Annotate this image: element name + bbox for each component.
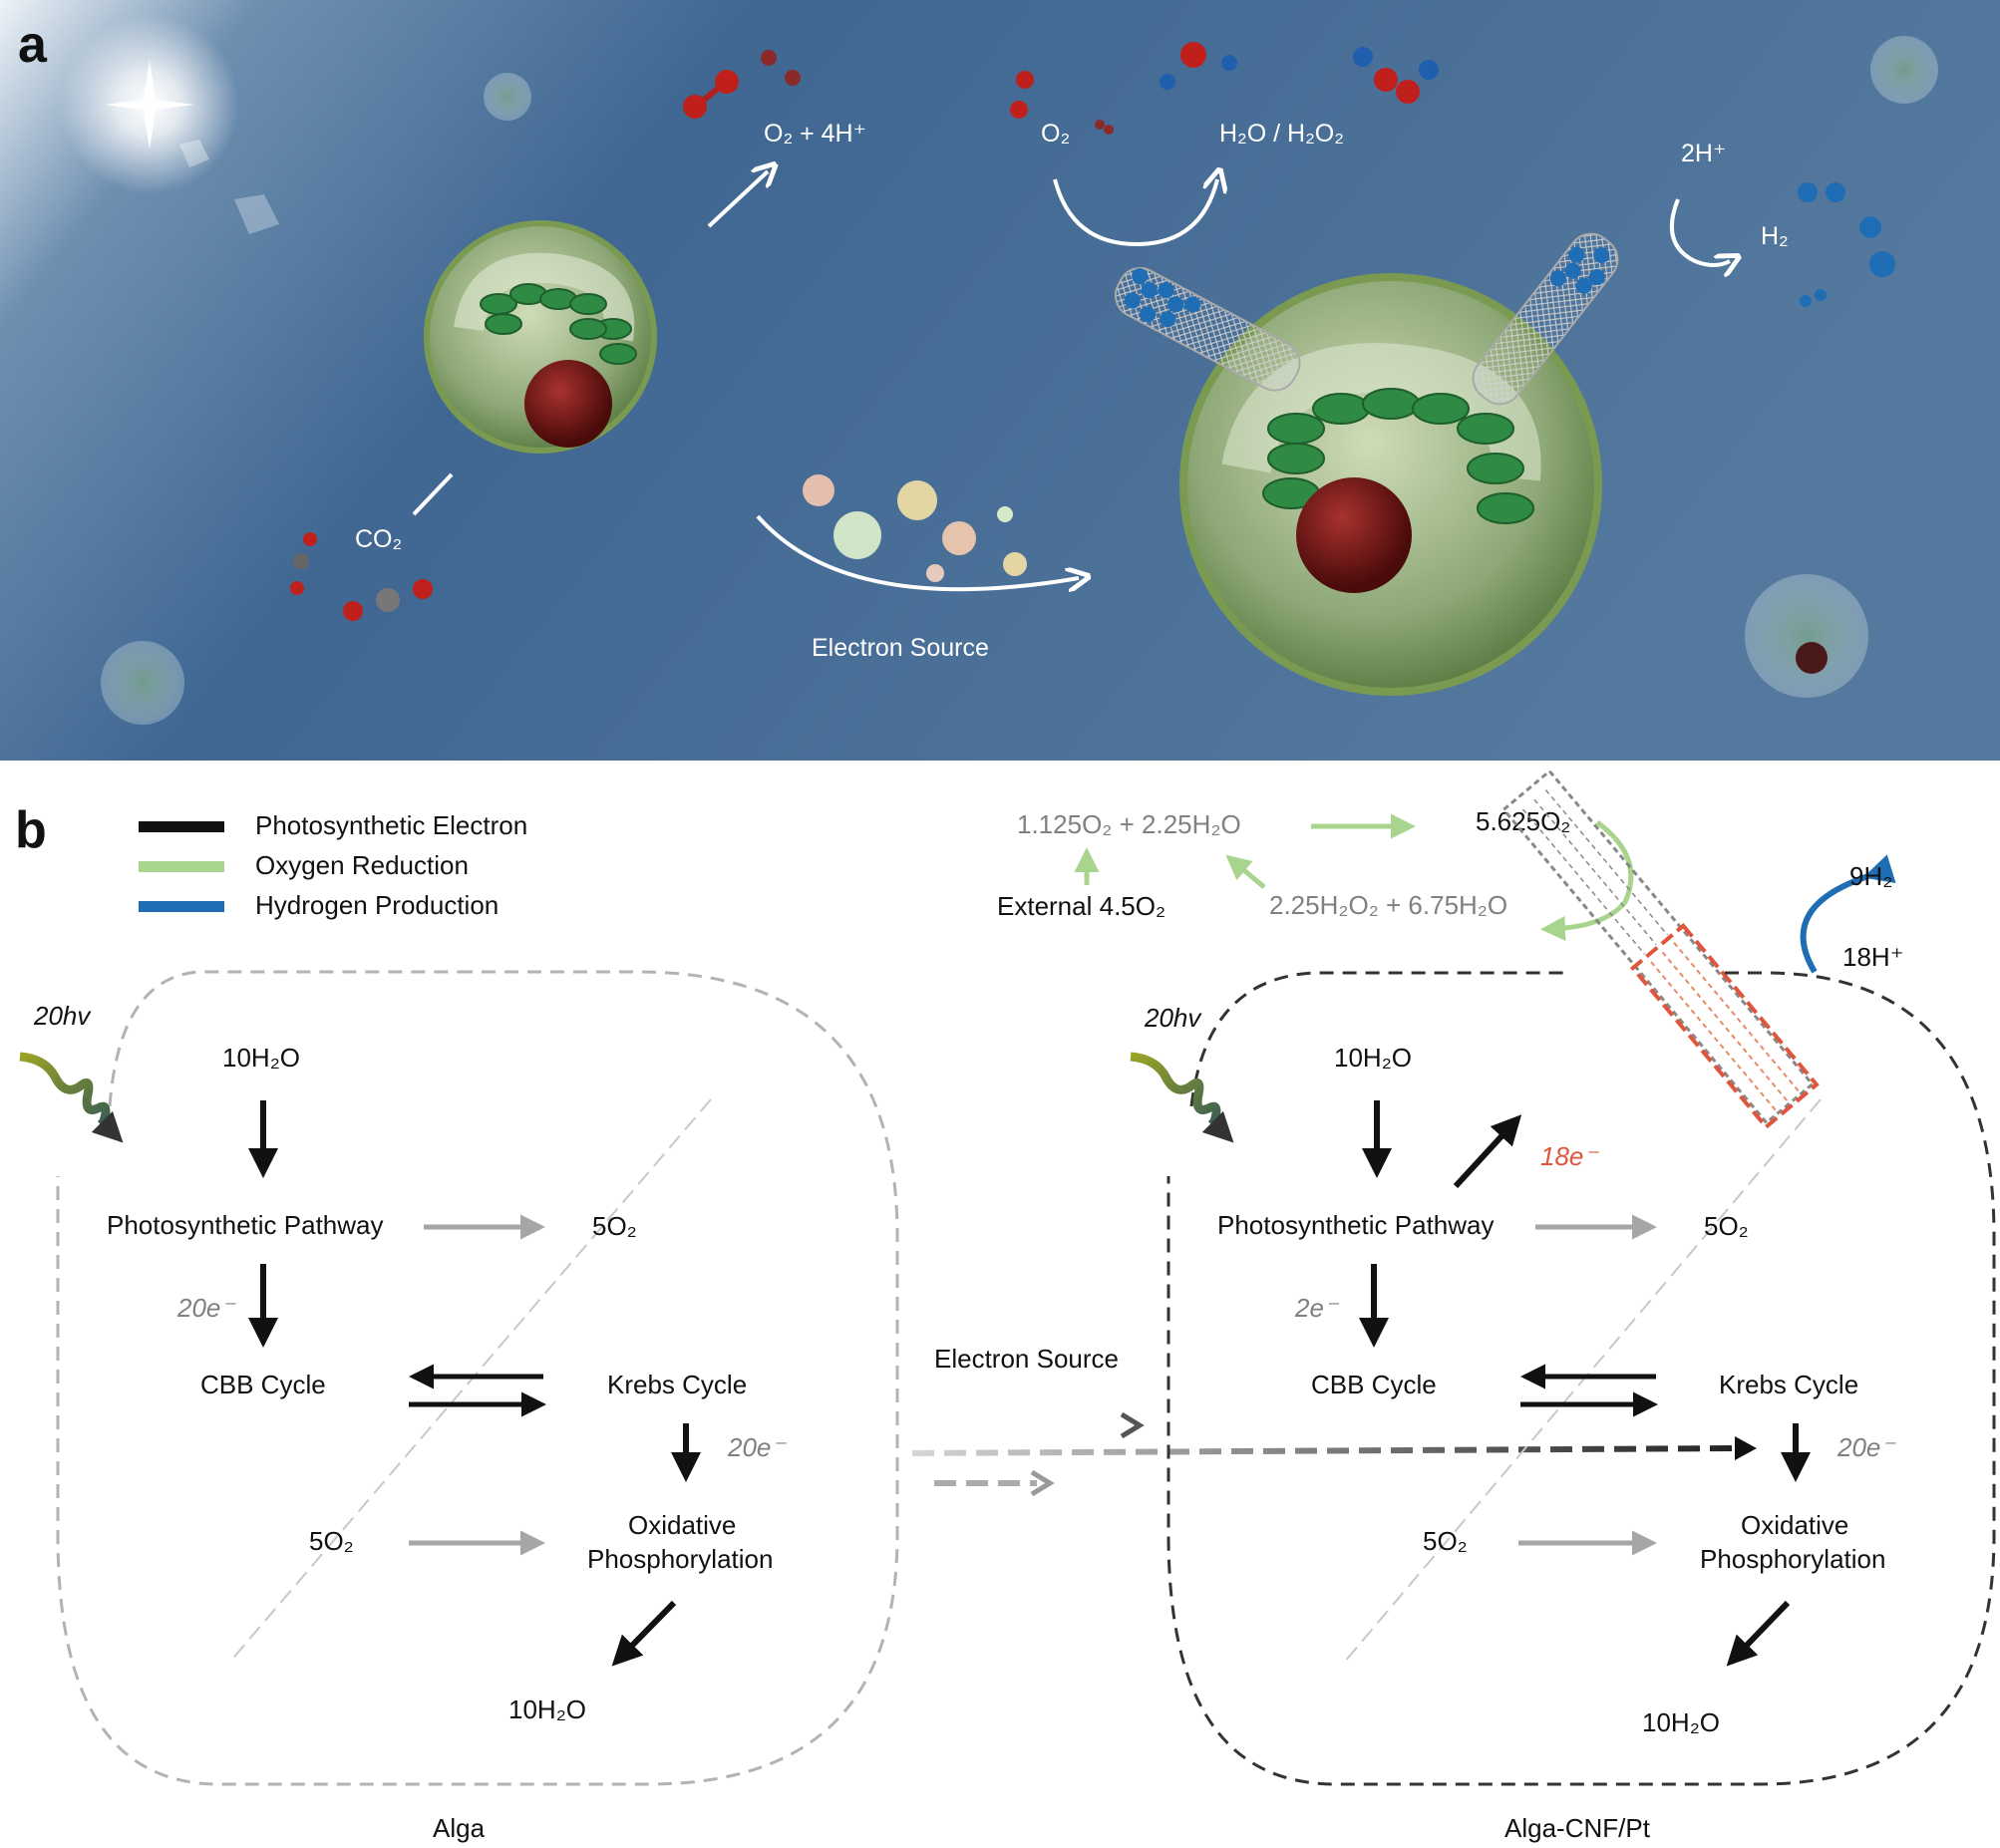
label-h2o-h2o2: H₂O / H₂O₂ bbox=[1219, 120, 1344, 148]
cnf-electrons-2: 20e⁻ bbox=[1836, 1432, 1896, 1462]
cnf-o2-out: 5O₂ bbox=[1704, 1211, 1749, 1241]
oxygen-molecule-icon bbox=[683, 50, 801, 119]
alga-phosphorylation: Phosphorylation bbox=[587, 1544, 773, 1574]
hydrogen-production-arrow bbox=[1669, 198, 1730, 265]
cnf-pt-tube-icon bbox=[1501, 769, 1820, 1130]
alga-water-out-arrow bbox=[611, 1600, 677, 1667]
alga-cnf-pathway-group: 20hv 10H₂O 18e⁻ Photosynthetic Pathway 5… bbox=[1130, 971, 1996, 1843]
alga-cbb-cycle: CBB Cycle bbox=[200, 1370, 326, 1399]
alga-o2-out: 5O₂ bbox=[592, 1211, 637, 1241]
cnf-light-arrow bbox=[1201, 1110, 1234, 1143]
sun-sparkle-icon bbox=[105, 60, 194, 150]
alga-light-arrow bbox=[91, 1110, 124, 1143]
small-cell-nucleus bbox=[1796, 642, 1828, 674]
cnf-electron-out-arrow bbox=[1453, 1114, 1522, 1189]
label-co2: CO₂ bbox=[355, 525, 402, 553]
electron-dash-arrowhead-2 bbox=[1030, 1469, 1055, 1497]
panel-a-background bbox=[0, 0, 2000, 761]
small-cell-icon bbox=[484, 73, 531, 121]
alga-electrons: 20e⁻ bbox=[176, 1293, 236, 1323]
legend-label-hydrogen: Hydrogen Production bbox=[255, 890, 499, 920]
alga-cell-illustration bbox=[424, 220, 657, 454]
electron-source-arrow bbox=[756, 514, 1079, 589]
alga-light-wave-icon bbox=[19, 1052, 111, 1123]
middle-electron-source: Electron Source bbox=[934, 1344, 1119, 1374]
electron-dash-arrowhead-1 bbox=[1120, 1411, 1145, 1439]
legend-swatch-photosynthetic bbox=[139, 821, 224, 832]
cnf-oxidative: Oxidative bbox=[1741, 1510, 1848, 1540]
legend-label-oxygen-reduction: Oxygen Reduction bbox=[255, 850, 469, 880]
panel-a-illustration: a bbox=[0, 0, 2000, 761]
label-o2-4h: O₂ + 4H⁺ bbox=[764, 120, 866, 148]
small-cell-icon bbox=[1870, 36, 1938, 104]
cnf-electrons-out: 18e⁻ bbox=[1540, 1141, 1599, 1171]
small-cell-icon bbox=[101, 641, 184, 725]
alga-water-in: 10H₂O bbox=[222, 1043, 300, 1073]
alga-cell-boundary bbox=[56, 970, 899, 1786]
label-o2: O₂ bbox=[1041, 120, 1070, 148]
alga-water-out: 10H₂O bbox=[508, 1694, 586, 1724]
lens-flare bbox=[179, 140, 209, 167]
cnf-hv-label: 20hv bbox=[1144, 1003, 1202, 1033]
alga-cnf-cell-illustration bbox=[1114, 232, 1619, 696]
panel-b-letter: b bbox=[15, 801, 47, 859]
alga-oxidative: Oxidative bbox=[628, 1510, 736, 1540]
cnf-cell-boundary bbox=[1167, 971, 1996, 1786]
legend-label-photosynthetic: Photosynthetic Electron bbox=[255, 810, 527, 840]
legend-swatch-oxygen-reduction bbox=[139, 861, 224, 872]
label-h2: H₂ bbox=[1761, 222, 1789, 250]
cnf-photosynthetic-pathway: Photosynthetic Pathway bbox=[1217, 1210, 1495, 1240]
arrow-h2o2-back bbox=[1225, 854, 1266, 889]
hydrogen-molecule-icon bbox=[1798, 182, 1895, 307]
cnf-light-wave-icon bbox=[1130, 1052, 1221, 1123]
peroxide-molecule-icon bbox=[1353, 47, 1439, 104]
cnf-caption: Alga-CNF/Pt bbox=[1504, 1813, 1651, 1843]
electron-source-spheres bbox=[803, 474, 1027, 582]
water-molecule-icon bbox=[1160, 42, 1237, 90]
alga-caption: Alga bbox=[433, 1813, 486, 1843]
cnf-water-out-arrow bbox=[1726, 1600, 1791, 1667]
lens-flare bbox=[234, 194, 279, 234]
alga-hv-label: 20hv bbox=[33, 1001, 92, 1031]
oxygen-evolution-arrow bbox=[707, 171, 768, 228]
alga-divider-line bbox=[228, 1098, 712, 1664]
label-electron-source: Electron Source bbox=[812, 634, 989, 662]
panel-b-diagram: b Photosynthetic Electron Oxygen Reducti… bbox=[15, 769, 1996, 1843]
legend: Photosynthetic Electron Oxygen Reduction… bbox=[139, 810, 527, 920]
alga-krebs-cycle: Krebs Cycle bbox=[607, 1370, 747, 1399]
alga-photosynthetic-pathway: Photosynthetic Pathway bbox=[107, 1210, 384, 1240]
electron-dash-arrowhead-3 bbox=[1735, 1436, 1757, 1460]
legend-swatch-hydrogen bbox=[139, 901, 224, 912]
label-2h: 2H⁺ bbox=[1681, 140, 1726, 167]
alga-electrons-2: 20e⁻ bbox=[727, 1432, 787, 1462]
panel-a-letter: a bbox=[18, 16, 48, 74]
small-cell-icon bbox=[1745, 574, 1868, 698]
alga-pathway-group: 20hv 10H₂O Photosynthetic Pathway 5O₂ 20… bbox=[19, 970, 899, 1843]
cnf-krebs-cycle: Krebs Cycle bbox=[1719, 1370, 1858, 1399]
cnf-water-in: 10H₂O bbox=[1334, 1043, 1412, 1073]
oxygen-molecule-icon bbox=[1010, 71, 1114, 135]
alga-o2-in: 5O₂ bbox=[309, 1526, 354, 1556]
co2-line bbox=[412, 472, 454, 516]
label-o2-h2o: 1.125O₂ + 2.25H₂O bbox=[1017, 809, 1241, 839]
co2-molecule-icon bbox=[290, 532, 433, 621]
label-h2o2-h2o: 2.25H₂O₂ + 6.75H₂O bbox=[1269, 890, 1507, 920]
cnf-electrons: 2e⁻ bbox=[1294, 1293, 1340, 1323]
label-external-o2: External 4.5O₂ bbox=[997, 891, 1166, 921]
label-h2: 9H₂ bbox=[1849, 861, 1892, 891]
oxygen-reduction-arrow bbox=[1053, 179, 1217, 247]
cnf-divider-line bbox=[1343, 1098, 1822, 1664]
label-protons: 18H⁺ bbox=[1842, 942, 1903, 972]
cnf-phosphorylation: Phosphorylation bbox=[1700, 1544, 1885, 1574]
cnf-water-out: 10H₂O bbox=[1642, 1707, 1720, 1737]
cnf-o2-in: 5O₂ bbox=[1423, 1526, 1468, 1556]
electron-dash-arrow-3 bbox=[911, 1445, 1736, 1456]
cnf-cbb-cycle: CBB Cycle bbox=[1311, 1370, 1437, 1399]
arrow-o2-reduction-loop bbox=[1540, 819, 1634, 941]
hydrogen-production-arrow bbox=[1800, 854, 1896, 974]
